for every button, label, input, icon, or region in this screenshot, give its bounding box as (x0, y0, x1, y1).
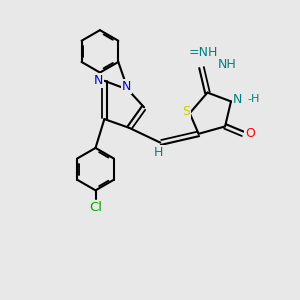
Text: =NH: =NH (188, 46, 218, 59)
Text: O: O (245, 127, 255, 140)
Text: N: N (233, 93, 242, 106)
Text: -H: -H (247, 94, 260, 104)
Text: NH: NH (218, 58, 236, 71)
Text: H: H (154, 146, 164, 159)
Text: Cl: Cl (89, 201, 102, 214)
Text: S: S (182, 105, 190, 118)
Text: N: N (122, 80, 131, 93)
Text: N: N (94, 74, 103, 87)
